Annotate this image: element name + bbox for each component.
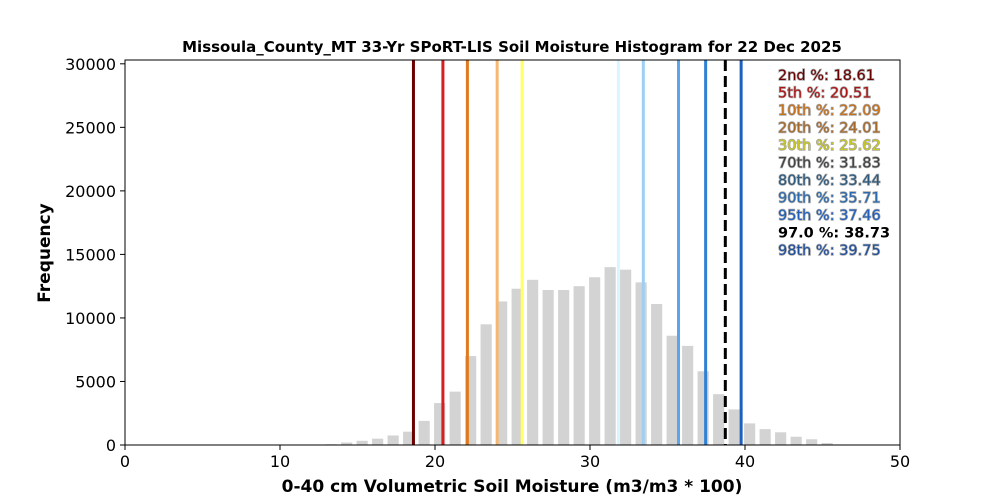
percentile-annotation: 95th %: 37.46 — [778, 208, 881, 224]
y-tick-label: 0 — [106, 436, 116, 455]
histogram-bar — [728, 409, 740, 445]
x-tick-label: 20 — [425, 452, 445, 471]
histogram-bar — [496, 301, 508, 445]
histogram-bar — [604, 267, 616, 445]
percentile-lines-group — [411, 60, 743, 445]
histogram-bar — [372, 438, 384, 445]
x-tick-label: 30 — [580, 452, 600, 471]
histogram-bar — [682, 345, 694, 445]
y-tick-label: 15000 — [65, 245, 116, 264]
percentile-annotation: 90th %: 35.71 — [778, 191, 881, 207]
histogram-bar — [697, 371, 709, 445]
histogram-bar — [775, 432, 787, 445]
histogram-bar — [527, 279, 539, 445]
y-tick-label: 25000 — [65, 118, 116, 137]
y-tick-label: 10000 — [65, 309, 116, 328]
histogram-bar — [403, 431, 415, 445]
histogram-bar — [434, 403, 446, 445]
histogram-bar — [806, 439, 818, 445]
percentile-annotation: 5th %: 20.51 — [778, 86, 872, 102]
histogram-bar — [449, 391, 461, 445]
percentile-annotation: 80th %: 33.44 — [778, 173, 881, 189]
histogram-bar — [387, 435, 399, 445]
percentile-annotation: 30th %: 25.62 — [778, 138, 881, 154]
histogram-bar — [341, 442, 353, 445]
histogram-bar — [651, 303, 663, 445]
x-tick-label: 10 — [270, 452, 290, 471]
plot-frame — [124, 59, 901, 446]
histogram-bar — [620, 269, 632, 445]
histogram-bar — [418, 420, 430, 445]
x-tick-label: 0 — [120, 452, 130, 471]
percentile-annotation: 10th %: 22.09 — [778, 103, 881, 119]
y-tick-label: 5000 — [75, 372, 116, 391]
histogram-bar — [465, 356, 477, 445]
percentile-annotation: 98th %: 39.75 — [778, 243, 881, 259]
y-axis-label: Frequency — [35, 203, 55, 303]
histogram-bar — [713, 394, 725, 445]
histogram-bar — [790, 436, 802, 445]
percentile-annotation: 20th %: 24.01 — [778, 121, 881, 137]
histogram-bar — [558, 289, 570, 445]
percentile-annotation: 70th %: 31.83 — [778, 156, 881, 172]
x-axis-label: 0-40 cm Volumetric Soil Moisture (m3/m3 … — [282, 477, 743, 497]
histogram-bar — [759, 429, 771, 445]
x-tick-label: 50 — [890, 452, 910, 471]
y-tick-label: 20000 — [65, 182, 116, 201]
histogram-bar — [511, 288, 523, 445]
histogram-bar — [666, 335, 678, 445]
y-tick-label: 30000 — [65, 55, 116, 74]
histogram-bar — [821, 443, 833, 445]
x-tick-label: 40 — [735, 452, 755, 471]
histogram-bar — [356, 440, 368, 445]
histogram-bar — [542, 289, 554, 445]
histogram-bar — [589, 277, 601, 445]
histogram-bar — [635, 282, 647, 445]
percentile-annotation: 97.0 %: 38.73 — [778, 226, 890, 242]
percentile-annotation: 2nd %: 18.61 — [778, 68, 875, 84]
chart-title: Missoula_County_MT 33-Yr SPoRT-LIS Soil … — [182, 38, 842, 56]
histogram-bar — [480, 324, 492, 445]
bars-group — [310, 267, 849, 445]
histogram-bar — [573, 286, 585, 445]
axes-group: 0 10 20 30 40 50 0 5000 10000 15000 20000 25000 3000… — [65, 55, 910, 471]
histogram-bar — [744, 423, 756, 445]
